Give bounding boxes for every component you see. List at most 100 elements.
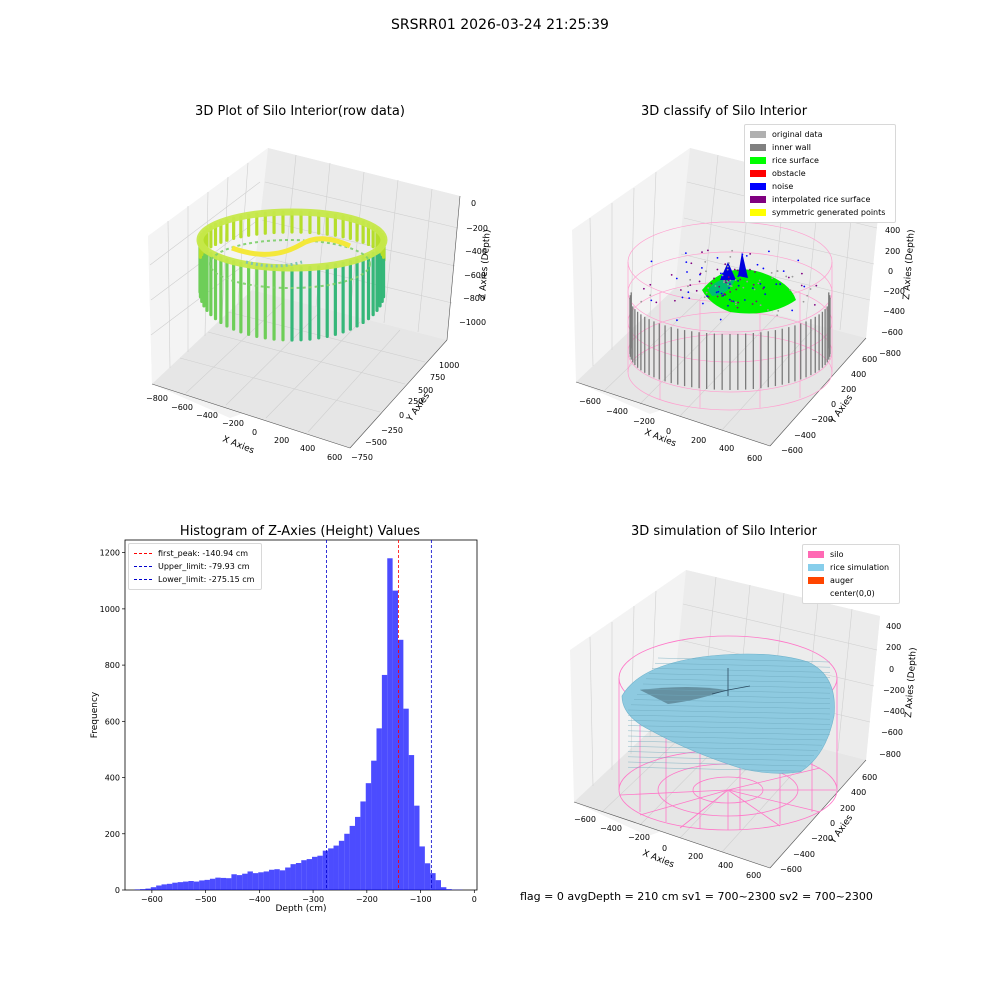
histogram-bar (333, 845, 339, 890)
raw-ytick: −250 (381, 426, 403, 435)
histogram-bar (150, 887, 157, 890)
legend-label: first_peak: -140.94 cm (158, 549, 249, 558)
classified-point (813, 303, 816, 306)
legend-item: interpolated rice surface (750, 193, 890, 206)
surface-mesh-line (636, 694, 831, 699)
histogram-bar (279, 870, 286, 890)
simulation-ztick: 400 (886, 622, 901, 631)
surface-mesh-line (627, 756, 811, 761)
classified-point (720, 292, 723, 295)
classified-point (726, 265, 729, 268)
surface-mesh-line (627, 746, 819, 751)
classified-point (732, 300, 735, 303)
histogram-bar (263, 871, 270, 890)
classify-ytick: 400 (851, 370, 866, 379)
classified-point (699, 273, 701, 276)
histogram-bar (172, 882, 178, 890)
classified-point (649, 283, 652, 286)
classified-point (777, 309, 780, 312)
histogram-bar (371, 760, 377, 890)
surface-mesh-line (627, 725, 831, 730)
simulation-legend: silo rice simulation auger center(0,0) (802, 544, 900, 604)
simulation-ytick: 0 (830, 819, 835, 828)
histogram-bar (226, 878, 232, 890)
raw-ztick: −400 (465, 247, 487, 256)
classified-point (718, 285, 721, 288)
histogram-yticks: 0 200 400 600 800 1000 1200 (100, 549, 125, 895)
raw-ylabel: Y Axies (405, 391, 433, 424)
classified-point (797, 259, 800, 262)
classify-ztick: 0 (888, 267, 893, 276)
classified-point (734, 279, 737, 281)
histogram-bar (290, 864, 296, 890)
histogram-bar (258, 872, 264, 890)
classified-point (770, 271, 773, 274)
classified-point (737, 279, 739, 282)
simulation-xtick: 400 (718, 861, 733, 870)
classified-point (728, 298, 731, 301)
surface-mesh-line (642, 683, 831, 689)
legend-label: obstacle (772, 169, 806, 178)
legend-item: symmetric generated points (750, 206, 890, 219)
classified-point (789, 289, 792, 292)
classified-point (642, 287, 645, 290)
surface-mesh-line (657, 657, 831, 663)
legend-item: auger (808, 574, 894, 587)
histogram-bar (349, 825, 356, 890)
classified-point (735, 301, 737, 304)
classified-point (649, 294, 652, 297)
classified-point (687, 285, 689, 288)
classified-point (782, 270, 785, 272)
classified-point (749, 252, 752, 255)
classify-xtick: 400 (719, 444, 734, 453)
histogram-bar (328, 848, 334, 890)
legend-item: noise (750, 180, 890, 193)
classified-point (737, 301, 740, 304)
classified-point (779, 283, 782, 285)
classified-point (785, 275, 788, 278)
legend-item: first_peak: -140.94 cm (134, 547, 256, 560)
histogram-bar (403, 708, 409, 890)
simulation-ytick: 200 (840, 804, 855, 813)
classified-point (745, 254, 748, 257)
legend-swatch (750, 144, 766, 151)
legend-item: Upper_limit: -79.93 cm (134, 560, 256, 573)
raw-xtick: 200 (274, 436, 289, 445)
histogram-bar (338, 840, 345, 890)
simulation-ztick: −800 (879, 750, 901, 759)
raw-ztick: −800 (463, 294, 485, 303)
classified-point (754, 271, 756, 273)
raw-ztick: −1000 (459, 318, 486, 327)
simulation-ytick: −400 (793, 850, 815, 859)
classified-point (710, 282, 713, 285)
classified-point (689, 278, 692, 281)
classified-point (806, 294, 809, 297)
classified-point (776, 270, 779, 272)
histogram-bar (376, 728, 382, 890)
histogram-bar (209, 878, 216, 890)
raw-xtick: 600 (327, 453, 342, 462)
classified-point (800, 284, 803, 287)
surface-mesh-line (627, 709, 831, 715)
classified-point (735, 288, 738, 291)
classify-ztick: −600 (881, 328, 903, 337)
histogram-bar (365, 783, 372, 890)
classify-xtick: −600 (579, 397, 601, 406)
surface-mesh-line (627, 730, 831, 735)
raw-xtick: 0 (252, 428, 257, 437)
histogram-bar (424, 863, 431, 890)
surface-mesh-line (630, 704, 831, 709)
classified-point (758, 279, 761, 282)
classified-point (723, 293, 726, 295)
classified-point (746, 280, 749, 283)
classified-point (681, 296, 684, 299)
simulation-ztick: −200 (883, 686, 905, 695)
classified-point (729, 291, 732, 293)
classify-xtick: 0 (666, 427, 671, 436)
classified-point (734, 303, 737, 306)
raw-ytick: 250 (408, 397, 423, 406)
histogram-bar (166, 883, 173, 890)
histogram-bars (134, 558, 463, 890)
classify-ytick: 0 (831, 400, 836, 409)
legend-item: silo (808, 548, 894, 561)
